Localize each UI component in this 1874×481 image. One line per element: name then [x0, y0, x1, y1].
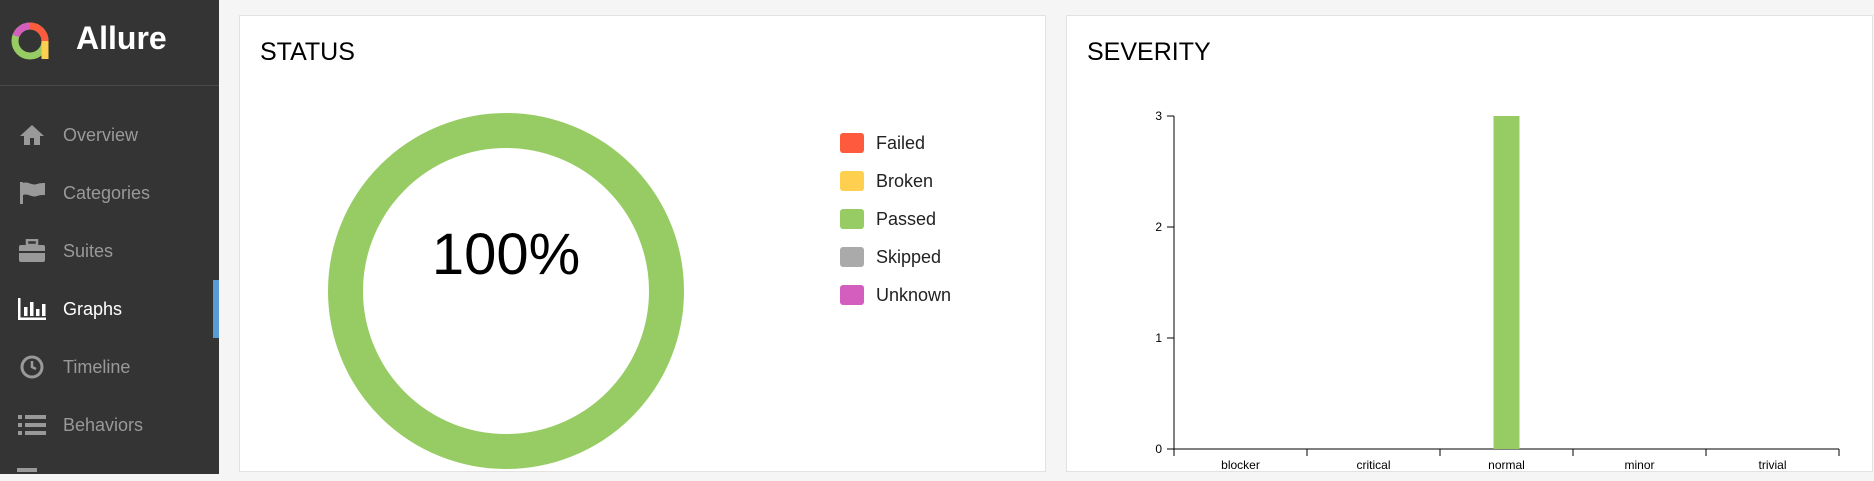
legend-swatch	[840, 171, 864, 191]
brand[interactable]: Allure	[0, 0, 219, 86]
legend-item-skipped[interactable]: Skipped	[840, 238, 951, 276]
legend-label: Skipped	[876, 246, 942, 267]
severity-bar-chart: 0 1 2 3 blocker critical normal minor trivial	[1155, 109, 1840, 472]
legend-label: Broken	[876, 170, 934, 191]
clock-icon	[17, 354, 47, 380]
sidebar-item-label: Behaviors	[63, 414, 144, 435]
sidebar-item-label: Overview	[63, 124, 139, 145]
legend-item-broken[interactable]: Broken	[840, 162, 951, 200]
y-tick-label: 3	[1155, 109, 1162, 123]
bar-normal[interactable]	[1493, 116, 1520, 449]
home-icon	[17, 122, 47, 148]
sidebar-item-label: Timeline	[63, 356, 131, 377]
y-tick-label: 0	[1155, 442, 1162, 456]
status-legend: Failed Broken Passed Skipped Unknown	[840, 124, 951, 314]
flag-icon	[17, 180, 47, 206]
legend-label: Unknown	[876, 284, 952, 305]
legend-item-unknown[interactable]: Unknown	[840, 276, 951, 314]
sidebar-item-partial-icon	[17, 468, 37, 472]
status-percentage: 100%	[431, 222, 581, 287]
x-tick-label: normal	[1488, 458, 1525, 472]
sidebar-item-categories[interactable]: Categories	[0, 168, 219, 218]
status-donut-chart	[328, 113, 684, 469]
severity-panel-title: SEVERITY	[1087, 38, 1211, 66]
x-tick-label: trivial	[1758, 458, 1786, 472]
sidebar-item-label: Graphs	[63, 298, 123, 319]
sidebar-item-overview[interactable]: Overview	[0, 110, 219, 160]
x-tick-label: critical	[1356, 458, 1390, 472]
legend-swatch	[840, 247, 864, 267]
sidebar-item-timeline[interactable]: Timeline	[0, 342, 219, 392]
legend-swatch	[840, 209, 864, 229]
sidebar-item-label: Categories	[63, 182, 151, 203]
legend-label: Failed	[876, 132, 926, 153]
legend-swatch	[840, 133, 864, 153]
briefcase-icon	[17, 238, 47, 264]
sidebar-item-graphs[interactable]: Graphs	[0, 280, 219, 338]
list-icon	[17, 412, 47, 438]
sidebar-item-suites[interactable]: Suites	[0, 226, 219, 276]
severity-panel: SEVERITY 0 1 2 3 blocker critical normal minor t…	[1066, 15, 1873, 472]
bar-chart-icon	[17, 296, 47, 322]
donut-slice-passed[interactable]	[328, 113, 684, 469]
legend-item-failed[interactable]: Failed	[840, 124, 951, 162]
sidebar: Allure Overview Categories Suites Graphs…	[0, 0, 219, 474]
legend-label: Passed	[876, 208, 937, 229]
x-tick-label: minor	[1624, 458, 1654, 472]
legend-item-passed[interactable]: Passed	[840, 200, 951, 238]
x-tick-label: blocker	[1221, 458, 1260, 472]
y-tick-label: 2	[1155, 220, 1162, 234]
y-tick-label: 1	[1155, 331, 1162, 345]
legend-swatch	[840, 285, 864, 305]
status-panel-title: STATUS	[260, 38, 355, 66]
status-panel: STATUS 100% Failed Broken Passed Skipped…	[239, 15, 1046, 472]
app-title: Allure	[76, 20, 167, 56]
sidebar-item-behaviors[interactable]: Behaviors	[0, 400, 219, 450]
allure-logo-icon	[11, 22, 49, 60]
sidebar-item-label: Suites	[63, 240, 114, 261]
